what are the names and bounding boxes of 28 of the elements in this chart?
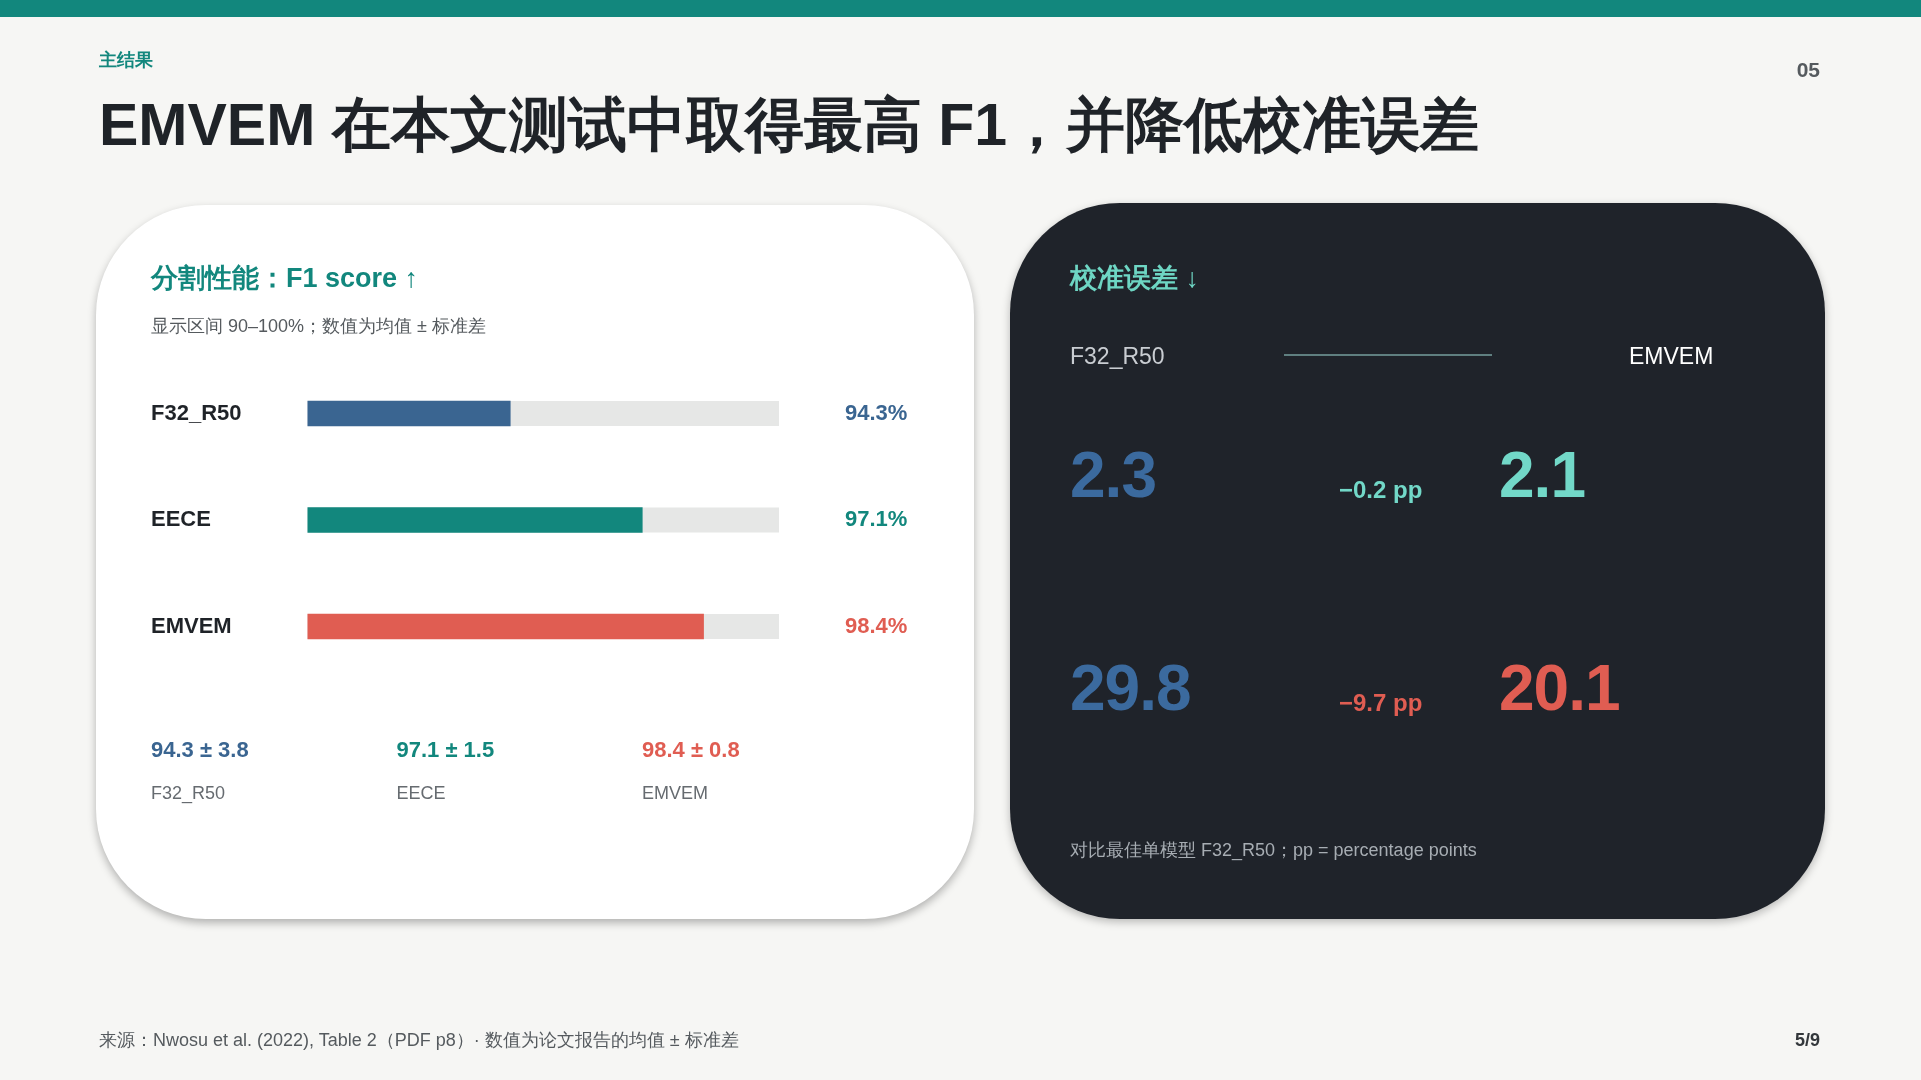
text: 5/9 [1794, 1029, 1820, 1052]
text: 98.4 ± 0.8 [642, 737, 740, 764]
text: −9.7 pp [1339, 689, 1423, 718]
category-label: EECE [396, 782, 446, 803]
text: F32_R50 [1070, 342, 1165, 371]
y-tick-label: F32_R50 [151, 399, 242, 425]
text: 05 [1796, 56, 1820, 83]
text: −0.2 pp [1339, 476, 1423, 505]
text: 校准误差 ↓ [1070, 262, 1200, 295]
text: EMVEM 在本文测试中取得最高 F1，并降低校准误差 [99, 91, 1479, 161]
text: 2.1 [1499, 438, 1585, 514]
y-tick-label: EECE [151, 506, 211, 532]
text: 2.3 [1070, 438, 1156, 514]
text: 对比最佳单模型 F32_R50；pp = percentage points [1070, 839, 1477, 862]
data-label: 94.3% [845, 399, 908, 425]
y-tick-label: EMVEM [151, 612, 232, 638]
text: 20.1 [1499, 651, 1620, 727]
chart-subtitle: 显示区间 90–100%；数值为均值 ± 标准差 [151, 315, 486, 338]
category-label: EMVEM [642, 782, 709, 803]
text: 97.1 ± 1.5 [396, 737, 495, 764]
data-label: 97.1% [845, 506, 908, 532]
data-label: 98.4% [845, 612, 908, 638]
text: EMVEM [1629, 342, 1714, 371]
text: 29.8 [1070, 651, 1191, 727]
source-note: 来源：Nwosu et al. (2022), Table 2（PDF p8）· 数值为论文报告的均值 ± 标准差 [99, 1029, 739, 1052]
chart-title: 分割性能：F1 score ↑ [151, 262, 419, 295]
text: 主结果 [99, 49, 153, 72]
text: 94.3 ± 3.8 [151, 737, 249, 764]
